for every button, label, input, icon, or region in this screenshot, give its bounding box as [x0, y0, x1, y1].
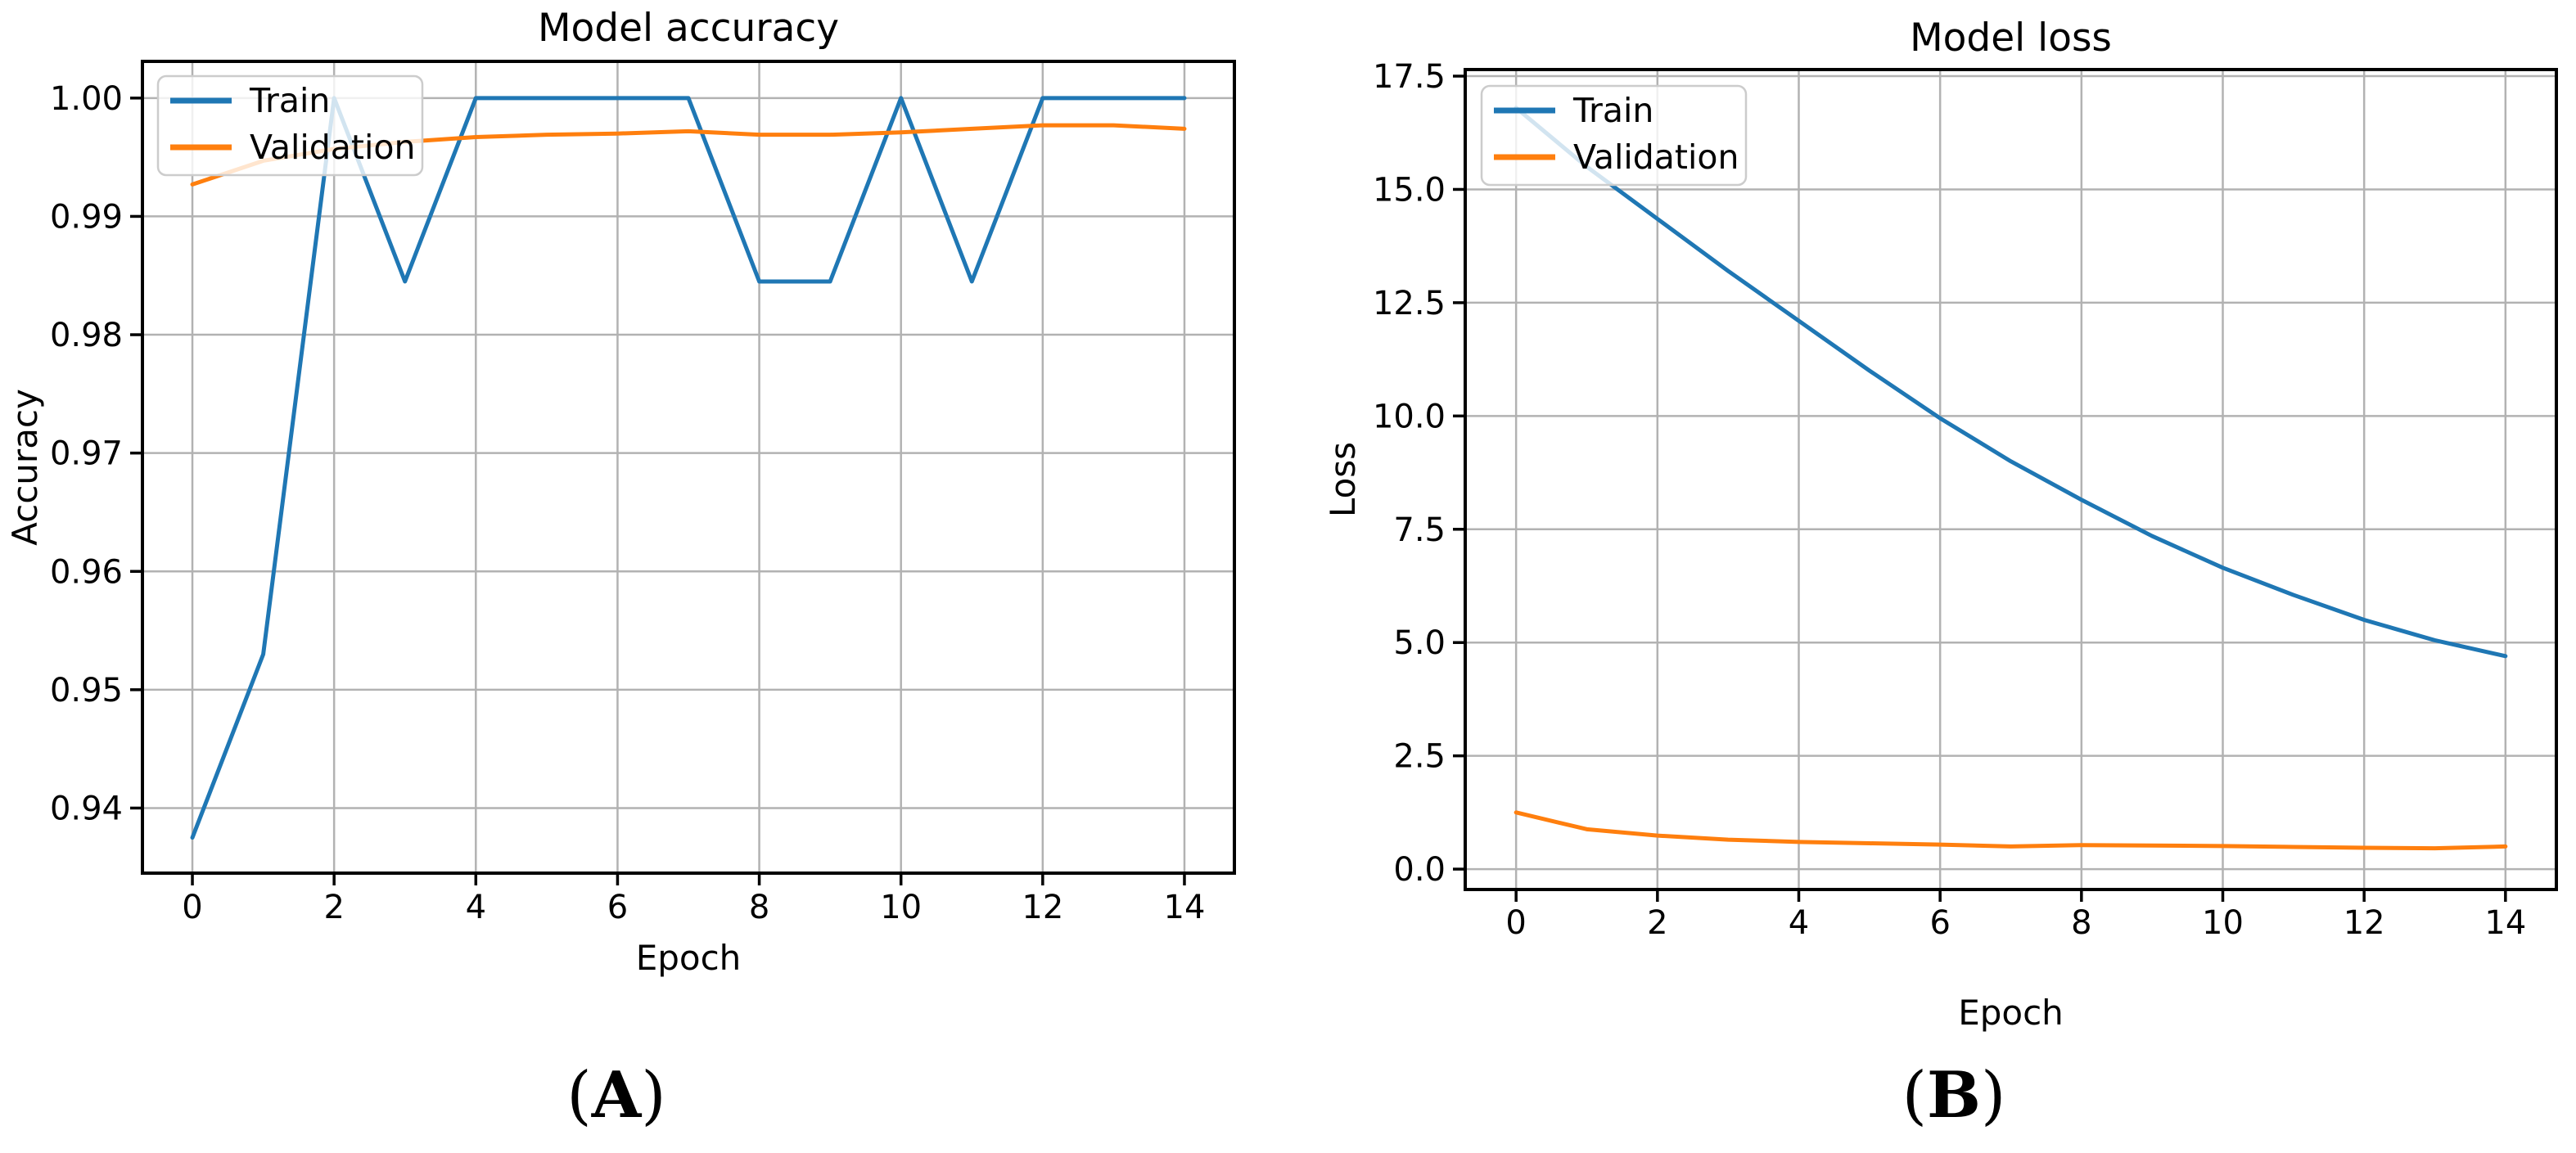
- accuracy-chart-title: Model accuracy: [538, 6, 839, 51]
- loss-y-tick-label: 17.5: [1373, 58, 1446, 96]
- loss-y-tick-label: 2.5: [1393, 738, 1446, 776]
- subfigure-label-b: (B): [1902, 1064, 2006, 1128]
- accuracy-y-tick-label: 1.00: [50, 80, 123, 118]
- loss-x-tick-label: 8: [2071, 904, 2091, 942]
- loss-y-axis-label: Loss: [1323, 442, 1363, 517]
- accuracy-x-tick-label: 12: [1022, 889, 1063, 926]
- accuracy-y-tick-label: 0.95: [50, 672, 123, 709]
- loss-x-tick-label: 12: [2344, 904, 2385, 942]
- accuracy-y-tick-label: 0.97: [50, 435, 123, 473]
- caption-a-close-paren: ): [641, 1059, 666, 1133]
- loss-axes-spines: [1464, 68, 2558, 891]
- loss-y-tick-label: 0.0: [1393, 851, 1446, 889]
- accuracy-x-axis-label: Epoch: [636, 938, 742, 978]
- loss-legend-train-label: Train: [1572, 91, 1653, 130]
- accuracy-y-tick-label: 0.94: [50, 790, 123, 827]
- accuracy-y-axis-label: Accuracy: [5, 389, 45, 546]
- accuracy-x-tick-label: 6: [607, 889, 628, 926]
- loss-x-tick-label: 2: [1647, 904, 1667, 942]
- loss-train-line: [1514, 106, 2508, 659]
- loss-y-tick-label: 12.5: [1373, 285, 1446, 322]
- loss-x-tick-label: 4: [1789, 904, 1809, 942]
- loss-validation-line: [1514, 810, 2508, 851]
- accuracy-x-tick-label: 0: [182, 889, 202, 926]
- accuracy-axes-spines: [141, 60, 1236, 875]
- loss-chart-title: Model loss: [1910, 16, 2112, 61]
- accuracy-legend-validation-label: Validation: [250, 128, 415, 167]
- accuracy-x-tick-label: 8: [749, 889, 769, 926]
- loss-y-tick-label: 10.0: [1373, 398, 1446, 435]
- accuracy-legend-train-label: Train: [249, 81, 330, 120]
- loss-y-tick-label: 7.5: [1393, 511, 1446, 549]
- caption-b-close-paren: ): [1980, 1059, 2006, 1133]
- loss-x-tick-label: 0: [1505, 904, 1526, 942]
- loss-y-tick-label: 5.0: [1393, 624, 1446, 662]
- accuracy-y-tick-label: 0.99: [50, 198, 123, 236]
- loss-x-axis-label: Epoch: [1958, 993, 2064, 1033]
- accuracy-y-tick-label: 0.96: [50, 553, 123, 591]
- loss-x-tick-label: 10: [2202, 904, 2244, 942]
- accuracy-y-tick-label: 0.98: [50, 317, 123, 354]
- caption-b-open-paren: (: [1902, 1059, 1928, 1133]
- loss-x-tick-label: 6: [1929, 904, 1950, 942]
- loss-x-tick-label: 14: [2484, 904, 2526, 942]
- loss-y-tick-label: 15.0: [1373, 171, 1446, 209]
- accuracy-x-tick-label: 10: [880, 889, 922, 926]
- loss-legend-validation-label: Validation: [1573, 137, 1739, 177]
- caption-a-open-paren: (: [566, 1059, 592, 1133]
- subfigure-label-a: (A): [566, 1064, 665, 1128]
- accuracy-x-tick-label: 14: [1164, 889, 1206, 926]
- accuracy-x-tick-label: 4: [466, 889, 486, 926]
- caption-b-letter: B: [1927, 1058, 1981, 1133]
- caption-a-letter: A: [591, 1058, 642, 1133]
- accuracy-x-tick-label: 2: [323, 889, 344, 926]
